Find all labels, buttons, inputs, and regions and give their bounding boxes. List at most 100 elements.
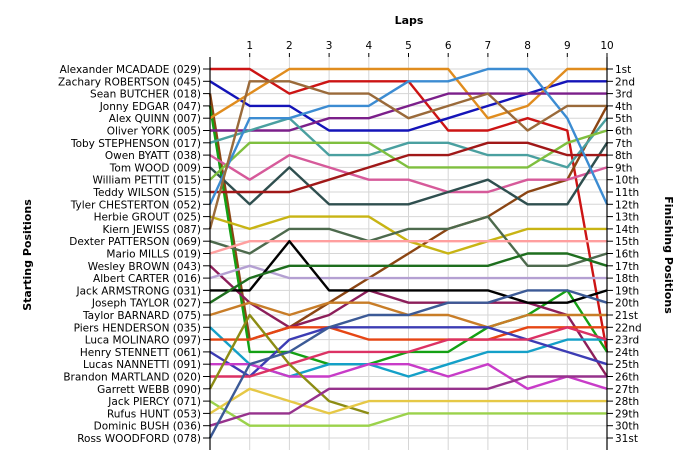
starting-driver-label: Luca MOLINARO (097): [85, 335, 201, 347]
starting-driver-label: Zachary ROBERTSON (045): [58, 76, 201, 88]
starting-driver-label: Joseph TAYLOR (027): [91, 298, 201, 310]
starting-driver-label: Taylor BARNARD (075): [82, 310, 201, 322]
finishing-position-label: 19th: [615, 285, 639, 297]
x-tick-labels: 1 2 3 4 5 6 7 8 9 10: [246, 40, 613, 52]
x-tick-label: 8: [524, 40, 531, 52]
finishing-position-label: 27th: [615, 384, 639, 396]
series-line: [209, 387, 607, 415]
finishing-position-label: 14th: [615, 224, 639, 236]
finishing-position-label: 30th: [615, 421, 639, 433]
finishing-position-label: 5th: [615, 113, 632, 125]
starting-driver-label: Jack ARMSTRONG (031): [76, 285, 201, 297]
starting-driver-label: Jack PIERCY (071): [107, 396, 201, 408]
starting-driver-label: Tom WOOD (009): [109, 162, 201, 174]
series-line: [209, 375, 607, 427]
starting-driver-label: Kiern JEWISS (087): [103, 224, 202, 236]
x-tick-label: 6: [445, 40, 452, 52]
starting-driver-label: Dexter PATTERSON (069): [69, 236, 201, 248]
series-line: [209, 252, 608, 304]
starting-driver-label: Alex QUINN (007): [109, 113, 201, 125]
series-line: [209, 326, 608, 378]
finishing-position-label: 24th: [615, 347, 639, 359]
series-line: [210, 326, 607, 341]
series-line: [208, 289, 608, 439]
finishing-position-label: 11th: [615, 187, 639, 199]
starting-driver-label: Alexander MCADADE (029): [60, 64, 201, 76]
finishing-position-label: 25th: [615, 359, 639, 371]
finishing-position-label: 8th: [615, 150, 632, 162]
starting-driver-label: Tyler CHESTERTON (052): [70, 199, 201, 211]
series-line: [209, 80, 607, 132]
series-line: [208, 67, 609, 205]
series-line: [209, 264, 607, 280]
x-tick-label: 10: [600, 40, 613, 52]
x-tick-label: 9: [564, 40, 571, 52]
starting-driver-label: Herbie GROUT (025): [94, 212, 201, 224]
x-tick-label: 3: [326, 40, 333, 52]
finishing-position-label: 17th: [615, 261, 639, 273]
starting-driver-label: Jonny EDGAR (047): [99, 101, 201, 113]
x-tick-label: 7: [485, 40, 492, 52]
finishing-position-label: 18th: [615, 273, 639, 285]
series-line: [209, 129, 608, 181]
finishing-position-label: 21st: [615, 310, 638, 322]
x-tick-label: 2: [286, 40, 293, 52]
starting-driver-label: Albert CARTER (016): [93, 273, 201, 285]
finishing-position-label: 15th: [615, 236, 639, 248]
finishing-position-label: 7th: [615, 138, 632, 150]
finishing-position-label: 10th: [615, 175, 639, 187]
finishing-position-labels: 1st2nd3rd4th5th6th7th8th9th10th11th12th1…: [607, 64, 642, 445]
x-tick-label: 1: [246, 40, 253, 52]
starting-driver-label: Rufus HUNT (053): [107, 408, 201, 420]
starting-driver-label: Owen BYATT (038): [105, 150, 201, 162]
finishing-position-label: 22nd: [615, 322, 642, 334]
finishing-position-label: 3rd: [615, 89, 632, 101]
finishing-position-label: 2nd: [615, 76, 635, 88]
y-axis-label-right: Finishing Positions: [662, 196, 675, 314]
finishing-position-label: 20th: [615, 298, 639, 310]
series-line: [210, 92, 607, 132]
series-line: [209, 264, 609, 378]
series-line: [209, 400, 607, 427]
starting-driver-label: Wesley BROWN (043): [88, 261, 201, 273]
finishing-position-label: 29th: [615, 408, 639, 420]
finishing-position-label: 16th: [615, 249, 639, 261]
starting-position-labels: Alexander MCADADE (029)Zachary ROBERTSON…: [58, 64, 210, 445]
chart-title: Laps: [395, 14, 424, 27]
starting-driver-label: Teddy WILSON (S15): [92, 187, 201, 199]
series-line: [208, 313, 370, 415]
finishing-position-label: 31st: [615, 433, 638, 445]
series-line: [209, 239, 607, 255]
starting-driver-label: William PETTIT (015): [92, 175, 201, 187]
starting-driver-label: Dominic BUSH (036): [94, 421, 201, 433]
finishing-position-label: 12th: [615, 199, 639, 211]
finishing-position-label: 9th: [615, 162, 632, 174]
starting-driver-label: Mario MILLS (019): [106, 249, 201, 261]
y-axis-label-left: Starting Positions: [21, 199, 34, 311]
starting-driver-label: Oliver YORK (005): [107, 126, 201, 138]
finishing-position-label: 23rd: [615, 335, 639, 347]
series-lines: [208, 67, 609, 439]
series-line: [210, 141, 607, 194]
starting-driver-label: Sean BUTCHER (018): [90, 89, 201, 101]
finishing-position-label: 13th: [615, 212, 639, 224]
starting-driver-label: Piers HENDERSON (035): [74, 322, 201, 334]
starting-driver-label: Ross WOODFORD (078): [77, 433, 201, 445]
series-line: [210, 239, 608, 304]
series-line: [210, 326, 608, 378]
starting-driver-label: Brandon MARTLAND (020): [63, 372, 201, 384]
starting-driver-label: Toby STEPHENSON (017): [70, 138, 201, 150]
x-tick-label: 5: [405, 40, 412, 52]
series-line: [209, 142, 609, 206]
series-line: [210, 363, 608, 390]
x-tick-label: 4: [365, 40, 372, 52]
axes: [209, 53, 608, 450]
finishing-position-label: 6th: [615, 126, 632, 138]
starting-driver-label: Lucas NANNETTI (091): [83, 359, 201, 371]
finishing-position-label: 28th: [615, 396, 639, 408]
starting-driver-label: Henry STENNETT (061): [80, 347, 201, 359]
series-line: [208, 80, 607, 230]
series-line: [209, 215, 608, 267]
finishing-position-label: 1st: [615, 64, 631, 76]
